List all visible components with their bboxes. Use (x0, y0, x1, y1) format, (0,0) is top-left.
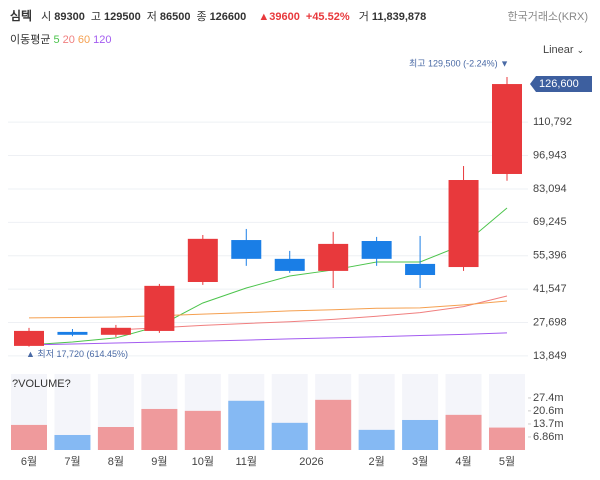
last-price-box (530, 76, 592, 93)
y-tick-label: 13,849 (533, 350, 567, 362)
candle-body (361, 241, 392, 259)
low-annotation: ▲ 최저 17,720 (614.45%) (26, 349, 128, 359)
scale-label: Linear (543, 44, 574, 56)
x-tick-label: 9월 (151, 455, 167, 468)
y-tick-label: 69,245 (533, 216, 567, 228)
volume-title: ?VOLUME? (12, 378, 71, 390)
y-tick-label: 83,094 (533, 183, 567, 195)
quote-label: 저 (146, 11, 157, 23)
volume-bar (315, 399, 352, 450)
ma-list: 5 20 60 120 (53, 34, 114, 46)
candle-body (100, 327, 131, 335)
y-tick-label: 55,396 (533, 250, 567, 262)
volume-bar (271, 422, 308, 450)
volume-bar (402, 419, 439, 450)
year-label: 2026 (299, 456, 323, 468)
volume-label: 거 (358, 11, 369, 23)
volume-bar (54, 434, 91, 450)
volume-bar (445, 414, 482, 450)
change: 39600 (269, 11, 300, 23)
candle-body (231, 240, 262, 259)
volume-bar (489, 427, 525, 450)
x-tick-label: 6월 (21, 455, 37, 468)
x-tick-label: 7월 (64, 455, 80, 468)
ma-line (115, 295, 508, 331)
y-tick-label: 110,792 (533, 116, 572, 128)
volume-bar (141, 408, 178, 450)
exchange: 한국거래소(KRX) (507, 11, 588, 23)
x-tick-label: 10월 (192, 455, 214, 468)
x-tick-label: 11월 (235, 455, 257, 468)
quote-value: 89300 (54, 11, 85, 23)
candle-body (448, 180, 479, 268)
ma-legend-item: 5 (53, 34, 60, 46)
volume-bar (97, 427, 134, 450)
quote-label: 고 (90, 11, 101, 23)
quote-value: 129500 (104, 11, 141, 23)
candle-body (318, 243, 349, 271)
scale-select[interactable]: Linear ⌄ (543, 44, 584, 56)
quote-value: 86500 (159, 11, 191, 23)
ma-line (28, 300, 508, 319)
volume-bar (11, 424, 47, 450)
candle-body (492, 84, 522, 174)
volume-bar (228, 400, 265, 450)
candle-body (144, 285, 175, 331)
volume-bar (358, 429, 395, 450)
volume-tick-label: 6.86m (533, 431, 564, 443)
quote-header: 심텍 시 89300 고 129500 저 86500 종 126600 ▲39600 +45… (10, 7, 432, 24)
x-tick-label: 2월 (369, 455, 385, 468)
y-tick-label: 41,547 (533, 283, 567, 295)
ma-legend-item: 60 (77, 34, 91, 46)
ma-line (28, 207, 508, 346)
candle-body (274, 258, 305, 271)
stock-name: 심텍 (10, 9, 33, 23)
y-tick-label: 96,943 (533, 149, 567, 161)
x-tick-label: 8월 (108, 455, 124, 468)
x-tick-label: 4월 (455, 455, 471, 468)
x-tick-label: 5월 (499, 455, 515, 468)
ma-label: 이동평균 (10, 34, 51, 46)
volume-bar (184, 410, 221, 450)
candle-body (405, 263, 436, 276)
volume-tick-label: 20.6m (533, 405, 564, 417)
quote-value: 126600 (209, 11, 247, 23)
candle-body (187, 238, 218, 282)
x-tick-label: 3월 (412, 455, 428, 468)
candle-body (14, 330, 44, 346)
quote-items: 시 89300 고 129500 저 86500 종 126600 (41, 11, 252, 23)
change-pct: +45.52% (305, 11, 350, 23)
chevron: ⌄ (576, 45, 585, 55)
up-arrow: ▲ (258, 11, 270, 23)
ma-line (28, 332, 508, 346)
ma-legend: 이동평균 5 20 60 120 (10, 31, 117, 47)
candle-body (57, 331, 88, 335)
last-price-label: 126,600 (539, 78, 579, 90)
quote-label: 시 (41, 11, 52, 23)
y-tick-label: 27,698 (533, 316, 567, 328)
volume-tick-label: 13.7m (533, 418, 564, 430)
volume: 11,839,878 (371, 11, 427, 23)
ma-legend-item: 20 (62, 34, 75, 46)
ma-legend-item: 120 (93, 34, 112, 46)
quote-label: 종 (196, 11, 207, 23)
high-annotation: 최고 129,500 (-2.24%) ▼ (409, 58, 509, 68)
volume-tick-label: 27.4m (533, 392, 564, 404)
